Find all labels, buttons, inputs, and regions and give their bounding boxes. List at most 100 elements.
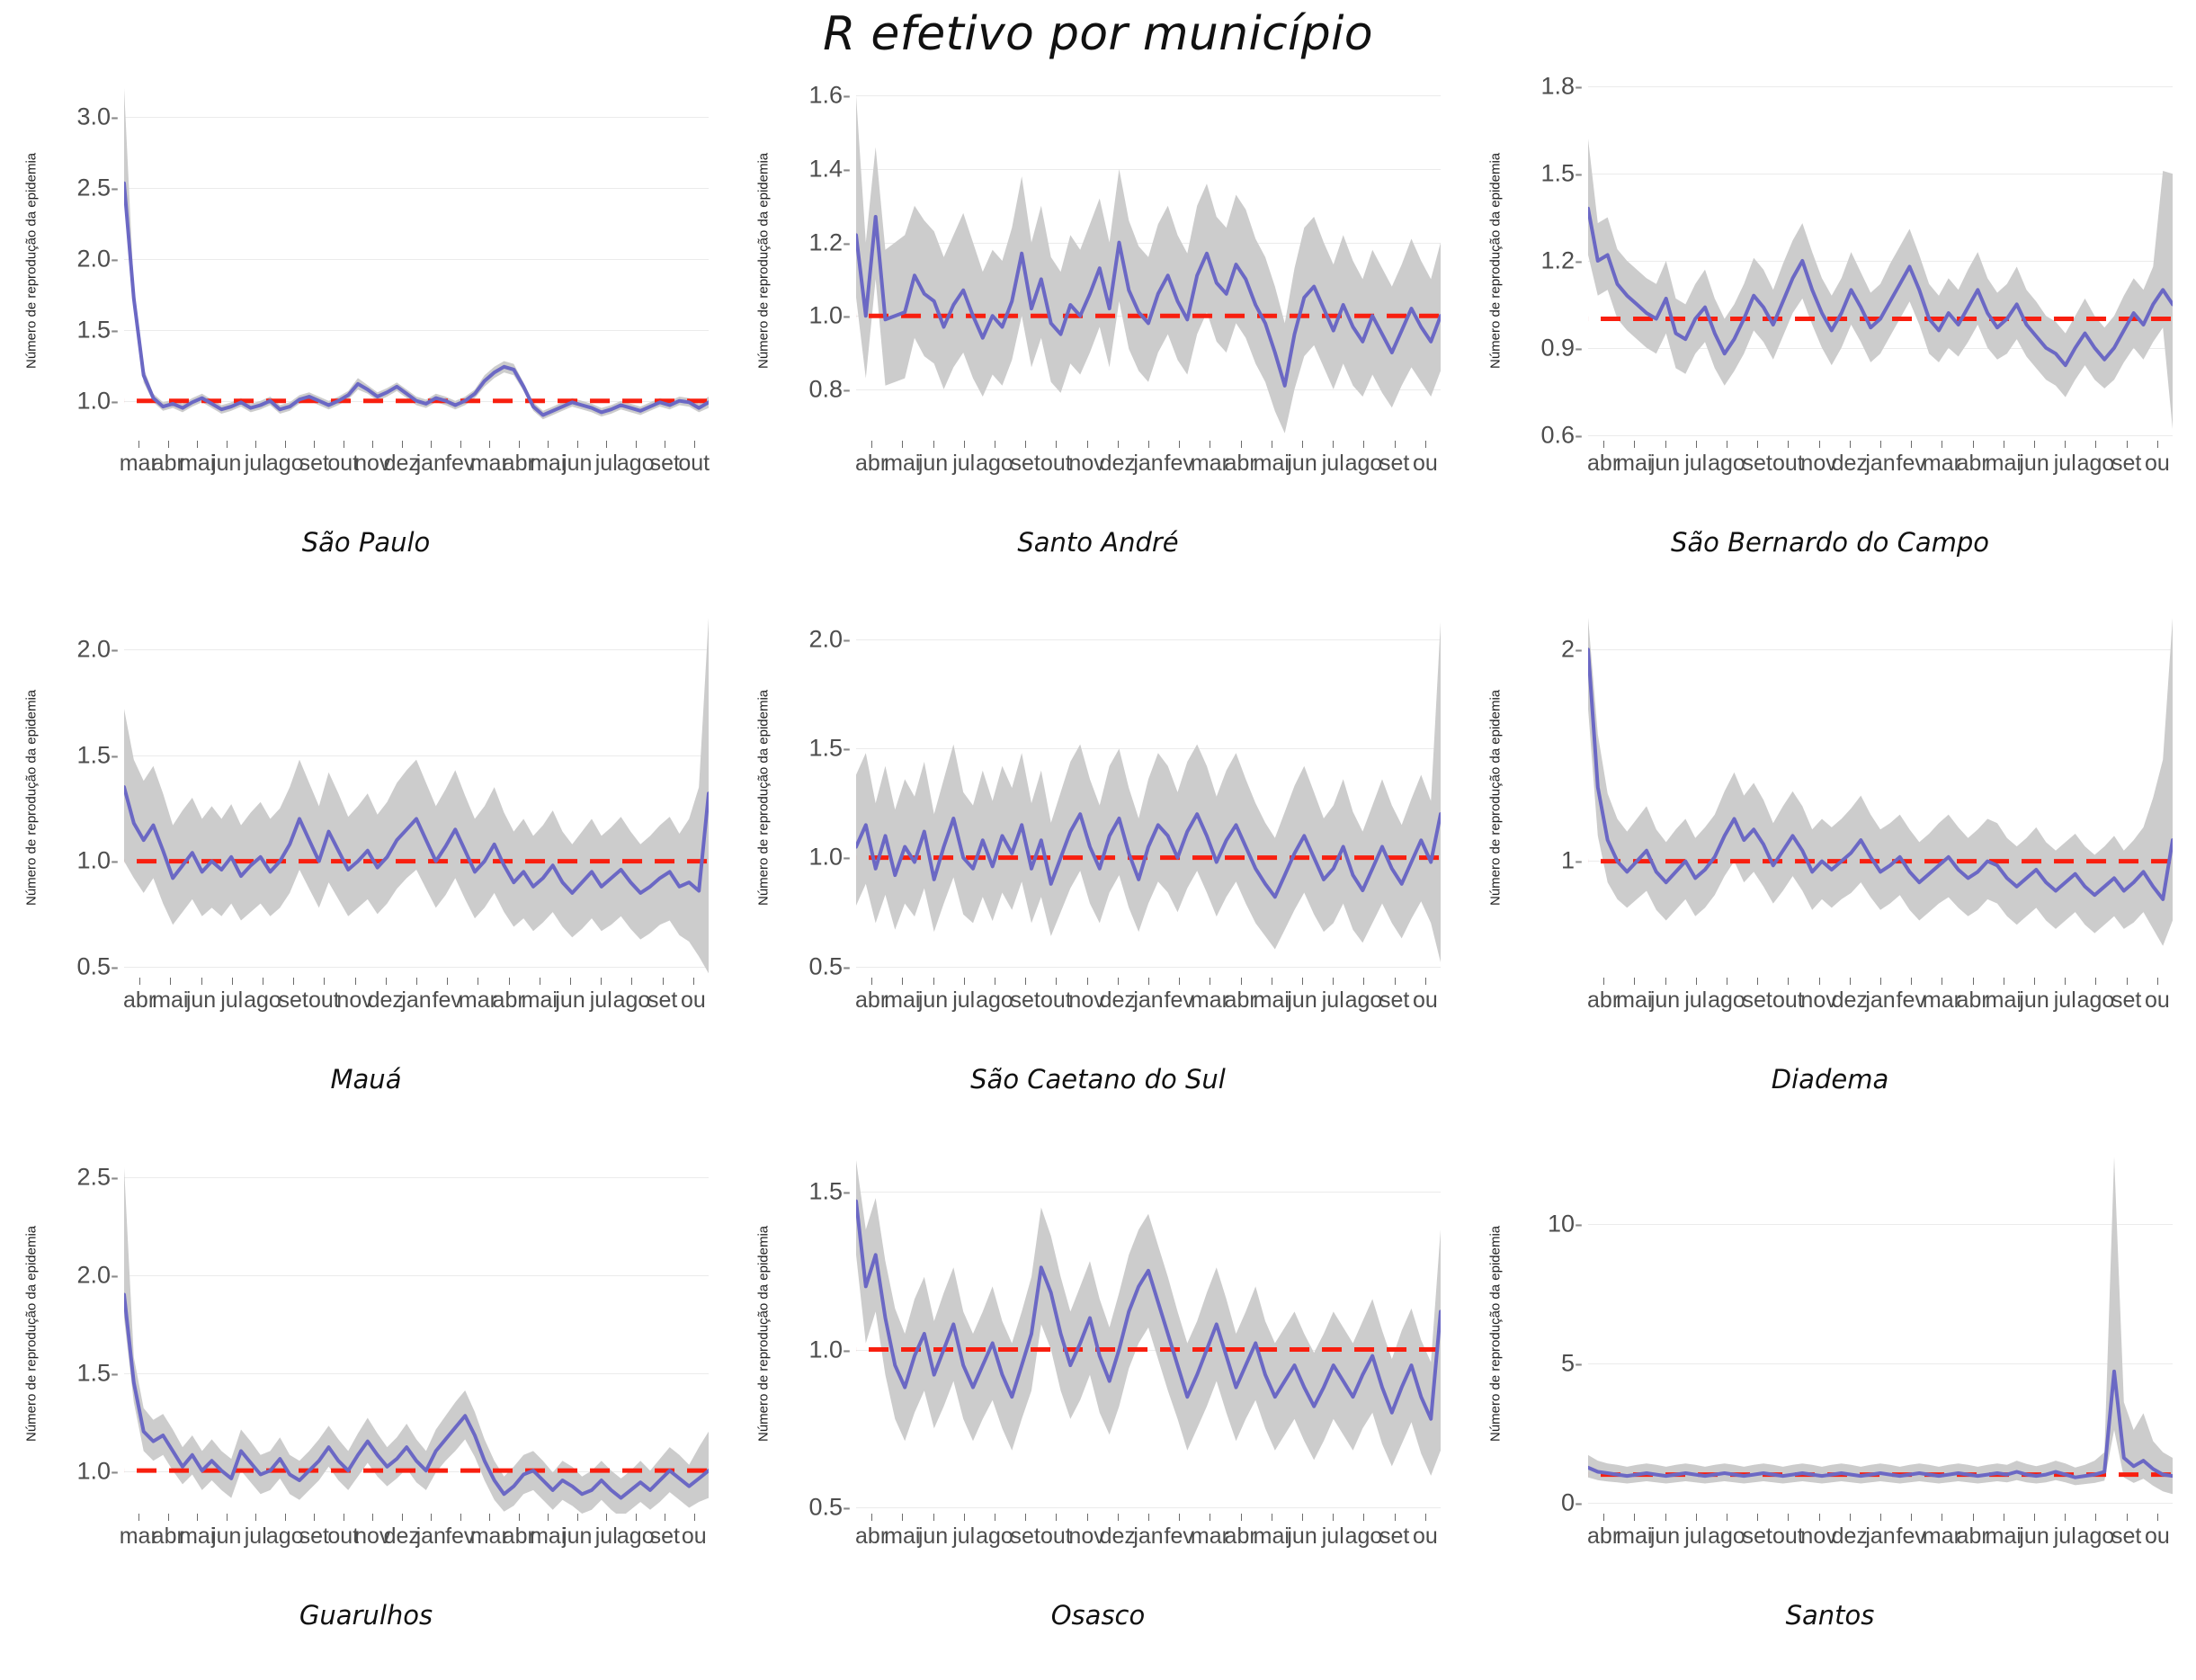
x-tick-mark: [1818, 977, 1820, 985]
x-tick-label: ago: [1708, 1524, 1745, 1550]
x-tick-mark: [1880, 441, 1881, 448]
rt-mean-line: [1588, 1370, 2173, 1480]
x-tick-label: set: [299, 451, 329, 476]
y-axis-label: Número de reprodução da epidemia: [23, 1226, 40, 1443]
x-tick-label: set: [1010, 1524, 1040, 1550]
x-tick-label: jul: [1684, 451, 1708, 476]
x-tick-mark: [1849, 977, 1851, 985]
x-tick-label: mar: [119, 451, 158, 476]
x-tick-mark: [197, 441, 199, 448]
rt-mean-line: [124, 1292, 709, 1500]
x-tick-mark: [1757, 441, 1759, 448]
x-tick-mark: [226, 441, 228, 448]
series-svg: [856, 1160, 1441, 1477]
x-tick-mark: [2034, 977, 2036, 985]
x-tick-label: abr: [1956, 987, 1989, 1013]
x-tick-label: ago: [1344, 1524, 1383, 1550]
credible-interval-band: [1588, 617, 2173, 946]
x-tick-mark: [431, 441, 433, 448]
y-tick-label: 1.0-: [808, 843, 851, 871]
gridline: [124, 1275, 709, 1277]
gridline: [856, 168, 1441, 170]
x-tick-mark: [576, 1514, 578, 1522]
plot-area: [124, 81, 709, 441]
x-tick-label: jun: [562, 1524, 593, 1550]
x-tick-label: mai: [521, 987, 558, 1013]
facet-panel: Número de reprodução da epidemia 1- 2- abr m…: [1464, 607, 2196, 1144]
x-tick-label: mar: [1922, 1524, 1961, 1550]
x-tick-label: mar: [1922, 451, 1961, 476]
facet-title: São Bernardo do Campo: [1670, 527, 1990, 558]
x-axis: abr mai jun jul ago set out nov dez jan fev mar abr m…: [1587, 1514, 2173, 1562]
x-tick-mark: [284, 441, 286, 448]
x-tick-mark: [1634, 1514, 1636, 1522]
x-tick-label: fev: [445, 451, 476, 476]
x-tick-label: ou: [681, 1524, 707, 1550]
x-tick-mark: [1333, 1514, 1335, 1522]
x-tick-label: nov: [1068, 1524, 1105, 1550]
x-tick-label: jul: [952, 987, 976, 1013]
x-tick-label: out: [678, 451, 710, 476]
x-tick-mark: [2034, 1514, 2036, 1522]
x-tick-mark: [1911, 977, 1913, 985]
x-tick-label: set: [649, 1524, 680, 1550]
credible-interval-band: [856, 1160, 1441, 1477]
y-tick-label: 0.5-: [76, 952, 119, 980]
x-tick-mark: [963, 1514, 965, 1522]
x-tick-label: out: [1040, 1524, 1072, 1550]
x-tick-mark: [2156, 1514, 2158, 1522]
y-tick-label: 1.0-: [76, 1457, 119, 1484]
x-tick-mark: [1788, 1514, 1790, 1522]
x-tick-mark: [324, 977, 326, 985]
x-tick-label: mai: [530, 1524, 567, 1550]
x-tick-mark: [1333, 977, 1335, 985]
x-tick-label: set: [1742, 987, 1772, 1013]
series-svg: [124, 1167, 709, 1515]
x-tick-label: abr: [1224, 451, 1257, 476]
x-tick-label: jul: [1321, 987, 1344, 1013]
x-tick-label: out: [1040, 451, 1072, 476]
x-tick-mark: [1665, 1514, 1666, 1522]
rt-mean-line: [856, 215, 1441, 388]
x-tick-label: jul: [594, 451, 618, 476]
x-tick-mark: [1179, 977, 1181, 985]
x-tick-mark: [1849, 441, 1851, 448]
x-axis: abr mai jun jul ago set out nov dez jan fev mar abr m…: [855, 977, 1441, 1026]
gridline: [856, 95, 1441, 97]
x-tick-label: ago: [616, 451, 655, 476]
x-tick-mark: [167, 441, 169, 448]
facet-panel: Número de reprodução da epidemia 0- 5- 10- a…: [1464, 1143, 2196, 1680]
credible-interval-band: [124, 87, 709, 420]
x-tick-label: ou: [680, 987, 706, 1013]
x-tick-label: out: [308, 987, 340, 1013]
facet-panel: Número de reprodução da epidemia 0.6- 0.9-…: [1464, 70, 2196, 607]
x-tick-label: out: [327, 1524, 360, 1550]
x-tick-mark: [1424, 977, 1426, 985]
x-tick-mark: [1394, 977, 1396, 985]
credible-interval-band: [856, 95, 1441, 433]
x-tick-mark: [570, 977, 572, 985]
x-tick-label: set: [1379, 451, 1410, 476]
x-tick-label: mar: [1190, 451, 1229, 476]
facet-title: Santo André: [1017, 527, 1179, 558]
gridline: [124, 329, 709, 331]
x-tick-label: jun: [917, 1524, 949, 1550]
x-tick-mark: [293, 977, 295, 985]
x-axis: abr mai jun jul ago set out nov dez jan fev mar abr m…: [855, 1514, 1441, 1562]
x-tick-mark: [2065, 977, 2067, 985]
series-svg: [124, 87, 709, 420]
x-tick-mark: [1394, 1514, 1396, 1522]
gridline: [1588, 648, 2173, 650]
x-tick-mark: [2156, 441, 2158, 448]
x-tick-mark: [1665, 441, 1666, 448]
x-tick-label: ou: [1412, 451, 1438, 476]
x-tick-mark: [401, 441, 403, 448]
x-tick-label: jun: [917, 451, 949, 476]
plot-area: [856, 81, 1441, 441]
x-tick-mark: [1240, 1514, 1242, 1522]
x-tick-label: fev: [1164, 987, 1194, 1013]
x-tick-label: set: [1742, 1524, 1772, 1550]
x-tick-mark: [231, 977, 233, 985]
x-tick-label: abr: [1224, 987, 1257, 1013]
